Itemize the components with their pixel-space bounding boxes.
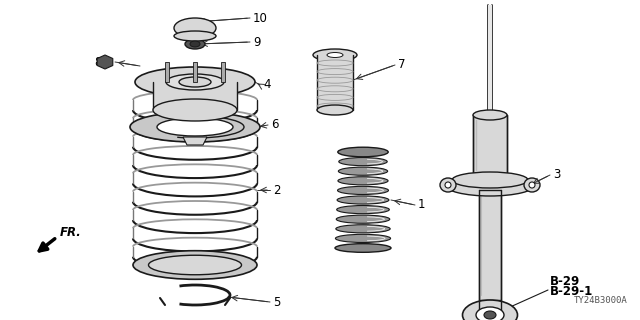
Text: 3: 3: [553, 169, 561, 181]
Polygon shape: [183, 137, 207, 145]
Bar: [317, 55, 353, 110]
Text: B-29-1: B-29-1: [550, 285, 593, 298]
Bar: [221, 62, 225, 82]
Text: 10: 10: [253, 12, 268, 25]
Ellipse shape: [440, 178, 456, 192]
Ellipse shape: [484, 311, 496, 319]
Ellipse shape: [135, 67, 255, 97]
Ellipse shape: [174, 31, 216, 41]
Ellipse shape: [338, 177, 388, 185]
Ellipse shape: [339, 148, 387, 156]
Ellipse shape: [338, 147, 388, 157]
Ellipse shape: [337, 196, 389, 204]
Ellipse shape: [179, 77, 211, 87]
Bar: [479, 190, 501, 300]
Ellipse shape: [529, 182, 535, 188]
Ellipse shape: [473, 110, 507, 120]
Text: 1: 1: [418, 198, 426, 212]
Ellipse shape: [190, 41, 200, 47]
Ellipse shape: [445, 174, 535, 196]
Ellipse shape: [133, 251, 257, 279]
Ellipse shape: [335, 234, 390, 243]
Ellipse shape: [452, 172, 528, 188]
Ellipse shape: [317, 105, 353, 115]
Ellipse shape: [339, 157, 387, 166]
Bar: [193, 62, 197, 82]
Ellipse shape: [130, 112, 260, 142]
Ellipse shape: [166, 74, 224, 90]
Ellipse shape: [157, 118, 233, 136]
Ellipse shape: [148, 255, 241, 275]
Text: 9: 9: [253, 36, 260, 49]
Text: 4: 4: [263, 78, 271, 92]
Ellipse shape: [524, 178, 540, 192]
Ellipse shape: [174, 18, 216, 38]
Ellipse shape: [335, 244, 391, 252]
Bar: [165, 62, 169, 82]
Text: 7: 7: [398, 59, 406, 71]
Text: FR.: FR.: [60, 226, 82, 239]
Ellipse shape: [327, 52, 343, 58]
Text: 8: 8: [95, 55, 102, 68]
Ellipse shape: [336, 215, 390, 223]
Text: 6: 6: [271, 118, 278, 132]
Ellipse shape: [185, 39, 205, 49]
Ellipse shape: [476, 307, 504, 320]
Ellipse shape: [313, 49, 357, 61]
Text: TY24B3000A: TY24B3000A: [574, 296, 628, 305]
Ellipse shape: [337, 205, 389, 214]
Bar: [473, 115, 507, 175]
Text: B-29: B-29: [550, 275, 580, 288]
Ellipse shape: [337, 186, 388, 195]
Ellipse shape: [445, 182, 451, 188]
Ellipse shape: [153, 99, 237, 121]
Bar: [153, 82, 237, 110]
Text: 2: 2: [273, 183, 280, 196]
Text: 5: 5: [273, 295, 280, 308]
Ellipse shape: [463, 300, 518, 320]
Ellipse shape: [339, 167, 388, 175]
Polygon shape: [97, 55, 113, 69]
Ellipse shape: [336, 225, 390, 233]
Bar: [488, 5, 492, 115]
